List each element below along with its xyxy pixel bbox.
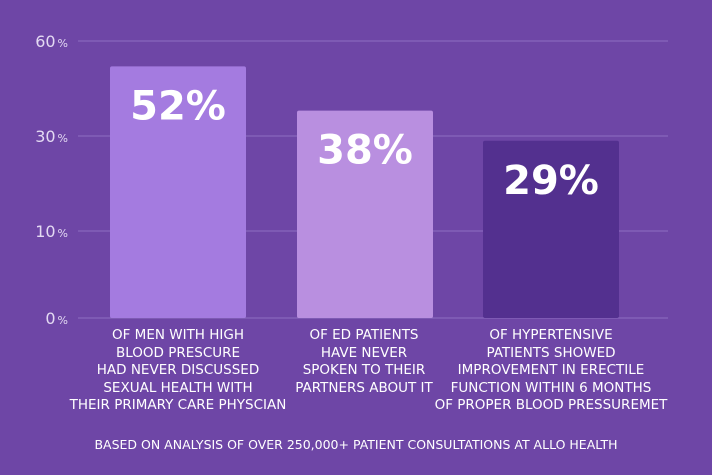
category-label-line: PARTNERS ABOUT IT (295, 379, 433, 396)
category-label-line: PATIENTS SHOWED (486, 344, 616, 361)
y-tick-label: 0% (45, 309, 68, 328)
category-label-line: THEIR PRIMARY CARE PHYSCIAN (69, 397, 287, 413)
category-label-line: OF PROPER BLOOD PRESSUREMET (434, 397, 668, 413)
y-tick-label: 30% (35, 127, 68, 146)
bar-value-label: 38% (317, 128, 413, 174)
category-label-line: BLOOD PRESCURE (115, 344, 241, 361)
category-label: OF HYPERTENSIVE PATIENTS SHOWED IMPROVEMEN… (431, 327, 671, 415)
bar (110, 66, 246, 318)
category-label-line: OF MEN WITH HIGH (111, 327, 244, 343)
category-label-line: SPOKEN TO THEIR (302, 362, 426, 378)
category-label-line: OF ED PATIENTS (309, 327, 419, 343)
bar-value-label: 29% (503, 158, 599, 204)
y-tick-label: 10% (35, 222, 68, 241)
category-label-line: FUNCTION WITHIN 6 MONTHS (450, 379, 652, 396)
footnote: BASED ON ANALYSIS OF OVER 250,000+ PATIE… (94, 437, 618, 452)
bar (297, 110, 433, 319)
bar (483, 140, 619, 318)
category-label-line: OF HYPERTENSIVE (489, 327, 613, 343)
category-label-line: HAD NEVER DISCUSSED (96, 362, 260, 378)
category-label: OF ED PATIENTS HAVE NEVER SPOKEN TO THEIR P… (244, 327, 484, 397)
category-label-line: HAVE NEVER (320, 344, 408, 361)
category-label: OF MEN WITH HIGH BLOOD PRESCURE HAD NEVER … (58, 327, 298, 415)
bar-value-label: 52% (130, 83, 226, 129)
y-tick-label: 60% (35, 32, 68, 51)
category-label-line: SEXUAL HEALTH WITH (103, 379, 253, 396)
category-label-line: IMPROVEMENT IN ERECTILE (457, 362, 645, 378)
